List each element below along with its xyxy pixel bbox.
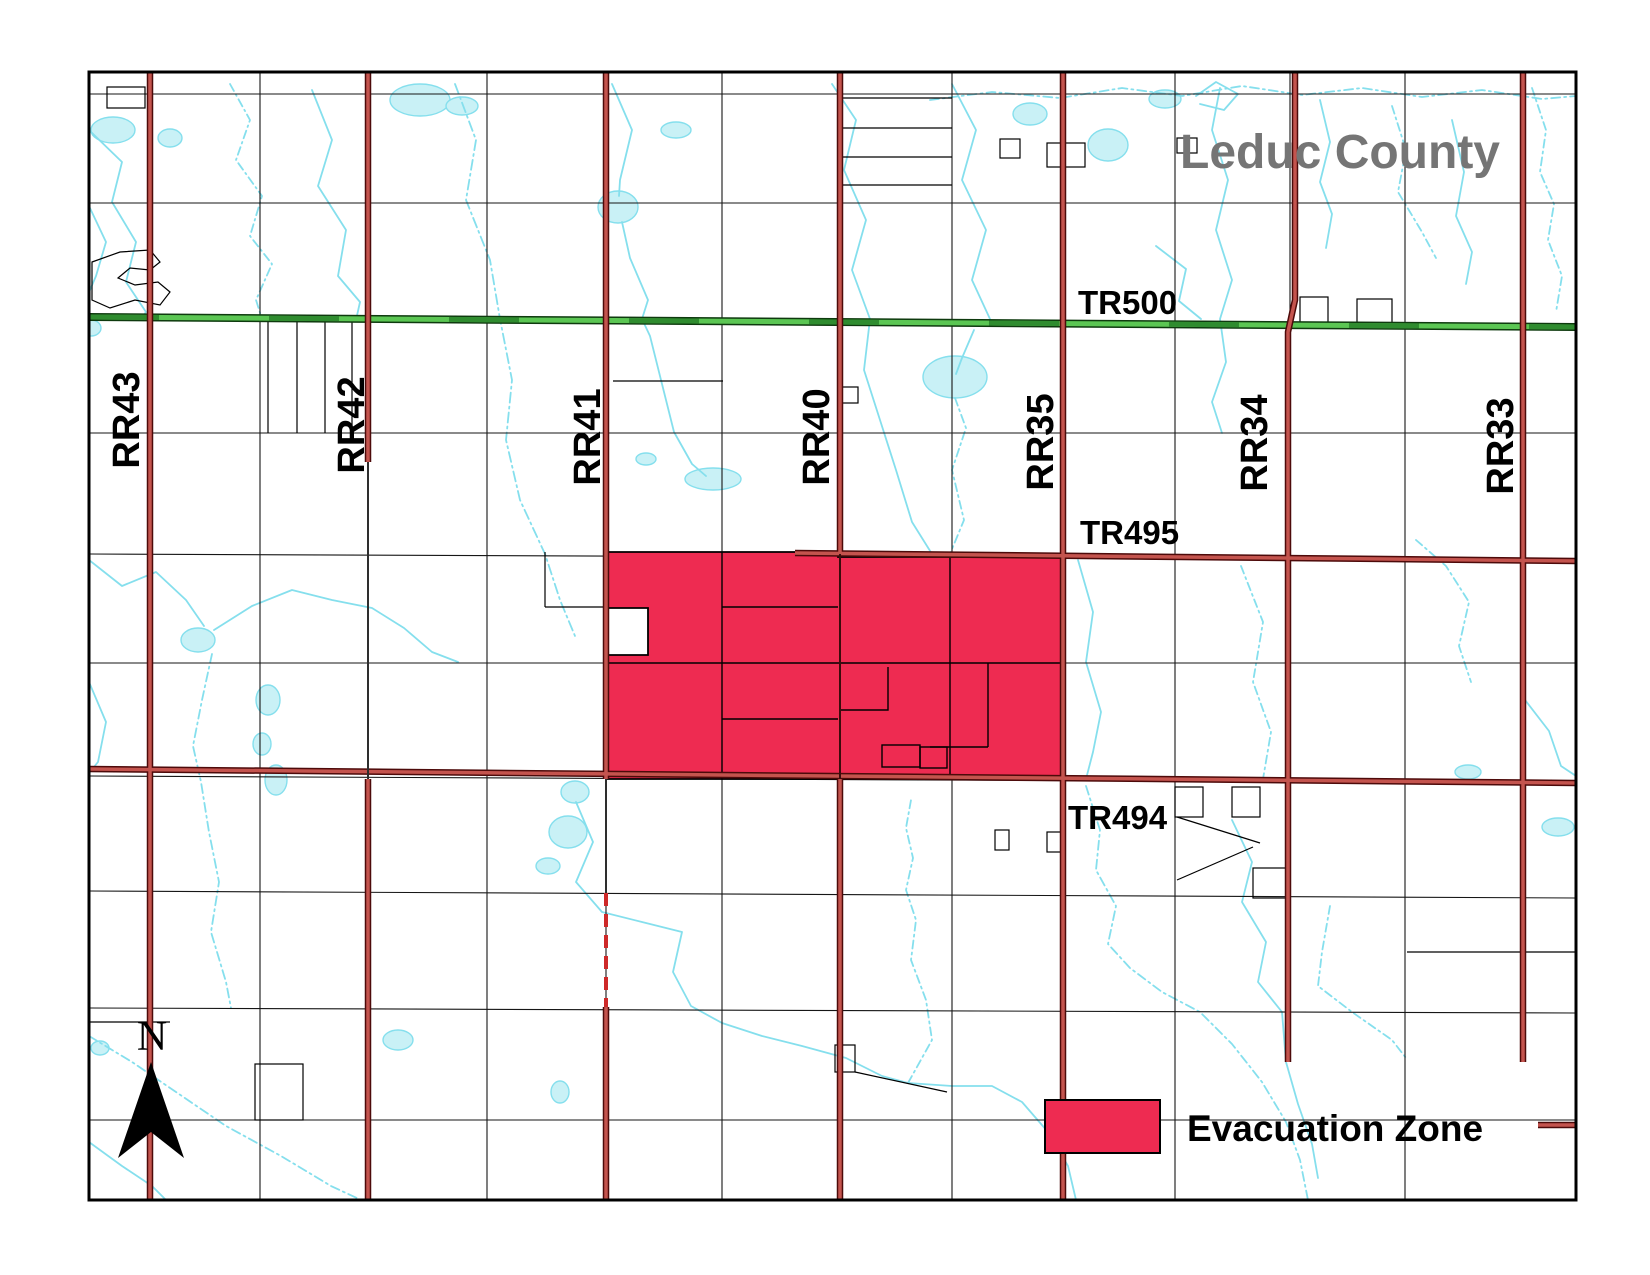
evacuation-zone-polygon <box>605 551 1064 780</box>
road-label-rr43: RR43 <box>106 371 148 468</box>
county-title: Leduc County <box>1180 126 1500 179</box>
road-label-rr33: RR33 <box>1480 397 1522 494</box>
map-frame <box>87 70 1578 1202</box>
road-label-tr495: TR495 <box>1080 514 1179 551</box>
road-label-rr41: RR41 <box>567 388 609 485</box>
roads-layer <box>89 72 1576 1200</box>
road-tr500 <box>89 313 1576 331</box>
road-label-tr500: TR500 <box>1078 284 1177 321</box>
road-label-rr35: RR35 <box>1020 393 1062 490</box>
road-label-tr494: TR494 <box>1068 799 1168 836</box>
legend: Evacuation Zone <box>1044 1099 1483 1154</box>
labels-layer: Leduc County TR500 TR495 TR494 RR43 RR42… <box>106 126 1522 836</box>
road-label-rr40: RR40 <box>796 388 838 485</box>
north-arrow: N <box>118 1014 184 1158</box>
ponds-layer <box>89 83 1575 1104</box>
evacuation-zone-parcel-lines <box>606 552 1063 779</box>
legend-label-evacuation-zone: Evacuation Zone <box>1187 1108 1483 1149</box>
north-arrow-icon <box>118 1062 184 1158</box>
north-arrow-label: N <box>137 1014 167 1060</box>
parcel-details-layer <box>89 86 1576 1121</box>
road-label-rr34: RR34 <box>1234 394 1276 491</box>
evacuation-zone <box>605 551 1064 780</box>
road-label-rr42: RR42 <box>331 376 373 473</box>
legend-swatch-evacuation-zone <box>1044 1099 1161 1154</box>
red-road-fills <box>89 72 1576 1200</box>
